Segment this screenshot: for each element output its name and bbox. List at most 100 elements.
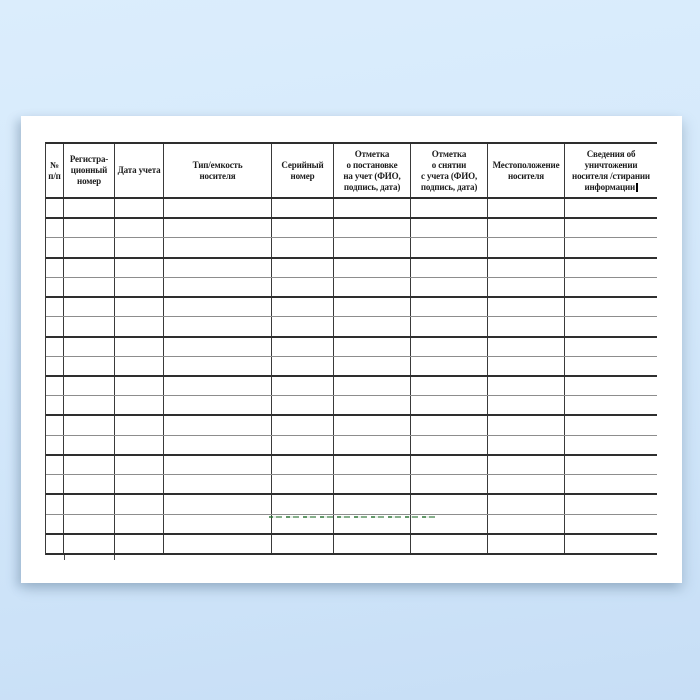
table-cell[interactable] bbox=[565, 357, 657, 375]
table-cell[interactable] bbox=[115, 534, 164, 553]
table-cell[interactable] bbox=[565, 199, 657, 217]
table-cell[interactable] bbox=[488, 238, 565, 257]
table-cell[interactable] bbox=[488, 298, 565, 317]
table-cell[interactable] bbox=[164, 219, 272, 238]
table-cell[interactable] bbox=[565, 495, 657, 513]
table-cell[interactable] bbox=[115, 238, 164, 257]
table-cell[interactable] bbox=[46, 376, 64, 396]
table-cell[interactable] bbox=[488, 416, 565, 435]
table-cell[interactable] bbox=[488, 514, 565, 533]
table-cell[interactable] bbox=[411, 219, 488, 238]
table-cell[interactable] bbox=[565, 219, 657, 237]
table-cell[interactable] bbox=[164, 416, 272, 435]
table-cell[interactable] bbox=[334, 298, 411, 317]
table-cell[interactable] bbox=[411, 416, 488, 435]
table-cell[interactable] bbox=[488, 219, 565, 238]
table-cell[interactable] bbox=[272, 514, 334, 533]
table-cell[interactable] bbox=[411, 356, 488, 375]
table-cell[interactable] bbox=[115, 258, 164, 277]
table-cell[interactable] bbox=[272, 495, 334, 514]
table-cell[interactable] bbox=[272, 376, 334, 396]
table-cell[interactable] bbox=[164, 298, 272, 317]
table-cell[interactable] bbox=[46, 317, 64, 336]
table-cell[interactable] bbox=[334, 396, 411, 415]
header-cell-9[interactable]: Сведения об уничтожении носителя /стирании… bbox=[565, 144, 657, 197]
table-cell[interactable] bbox=[411, 238, 488, 257]
table-cell[interactable] bbox=[411, 495, 488, 514]
table-cell[interactable] bbox=[272, 455, 334, 475]
table-cell[interactable] bbox=[46, 238, 64, 257]
table-cell[interactable] bbox=[334, 199, 411, 218]
table-cell[interactable] bbox=[64, 396, 115, 415]
table-cell[interactable] bbox=[164, 455, 272, 475]
table-cell[interactable] bbox=[334, 534, 411, 553]
table-cell[interactable] bbox=[115, 435, 164, 454]
table-cell[interactable] bbox=[46, 298, 64, 317]
table-cell[interactable] bbox=[488, 396, 565, 415]
table-cell[interactable] bbox=[46, 435, 64, 454]
table-cell[interactable] bbox=[272, 475, 334, 494]
table-cell[interactable] bbox=[272, 258, 334, 277]
table-cell[interactable] bbox=[64, 534, 115, 553]
table-cell[interactable] bbox=[164, 356, 272, 375]
table-cell[interactable] bbox=[411, 317, 488, 336]
table-cell[interactable] bbox=[46, 416, 64, 435]
table-cell[interactable] bbox=[411, 396, 488, 415]
table-cell[interactable] bbox=[115, 219, 164, 238]
table-cell[interactable] bbox=[334, 317, 411, 336]
table-cell[interactable] bbox=[565, 317, 657, 335]
table-cell[interactable] bbox=[64, 514, 115, 533]
table-cell[interactable] bbox=[565, 396, 657, 414]
table-cell[interactable] bbox=[115, 199, 164, 218]
table-cell[interactable] bbox=[272, 356, 334, 375]
table-cell[interactable] bbox=[272, 435, 334, 454]
table-cell[interactable] bbox=[334, 238, 411, 257]
table-cell[interactable] bbox=[64, 435, 115, 454]
table-cell[interactable] bbox=[164, 475, 272, 494]
table-cell[interactable] bbox=[334, 376, 411, 396]
table-cell[interactable] bbox=[334, 455, 411, 475]
table-cell[interactable] bbox=[272, 277, 334, 297]
table-cell[interactable] bbox=[64, 317, 115, 336]
table-cell[interactable] bbox=[411, 298, 488, 317]
table-cell[interactable] bbox=[64, 199, 115, 218]
table-cell[interactable] bbox=[488, 277, 565, 297]
table-cell[interactable] bbox=[488, 376, 565, 396]
table-cell[interactable] bbox=[64, 298, 115, 317]
table-cell[interactable] bbox=[46, 514, 64, 533]
table-cell[interactable] bbox=[565, 338, 657, 356]
table-cell[interactable] bbox=[115, 495, 164, 514]
table-cell[interactable] bbox=[46, 396, 64, 415]
table-cell[interactable] bbox=[164, 514, 272, 533]
table-cell[interactable] bbox=[565, 456, 657, 474]
table-cell[interactable] bbox=[411, 534, 488, 553]
table-cell[interactable] bbox=[334, 416, 411, 435]
table-cell[interactable] bbox=[334, 514, 411, 533]
table-cell[interactable] bbox=[565, 298, 657, 316]
table-cell[interactable] bbox=[411, 337, 488, 356]
table-cell[interactable] bbox=[334, 435, 411, 454]
table-cell[interactable] bbox=[164, 337, 272, 356]
table-cell[interactable] bbox=[488, 534, 565, 553]
table-cell[interactable] bbox=[272, 396, 334, 415]
table-cell[interactable] bbox=[272, 238, 334, 257]
table-cell[interactable] bbox=[334, 337, 411, 356]
table-cell[interactable] bbox=[46, 199, 64, 218]
table-cell[interactable] bbox=[272, 298, 334, 317]
table-cell[interactable] bbox=[411, 514, 488, 533]
table-cell[interactable] bbox=[115, 455, 164, 475]
table-cell[interactable] bbox=[272, 337, 334, 356]
table-cell[interactable] bbox=[46, 475, 64, 494]
table-cell[interactable] bbox=[64, 219, 115, 238]
table-cell[interactable] bbox=[115, 376, 164, 396]
table-cell[interactable] bbox=[46, 495, 64, 514]
table-cell[interactable] bbox=[334, 495, 411, 514]
table-cell[interactable] bbox=[46, 258, 64, 277]
table-cell[interactable] bbox=[411, 475, 488, 494]
table-cell[interactable] bbox=[334, 475, 411, 494]
table-cell[interactable] bbox=[411, 376, 488, 396]
table-cell[interactable] bbox=[334, 219, 411, 238]
table-cell[interactable] bbox=[46, 219, 64, 238]
table-cell[interactable] bbox=[115, 277, 164, 297]
table-cell[interactable] bbox=[565, 278, 657, 296]
